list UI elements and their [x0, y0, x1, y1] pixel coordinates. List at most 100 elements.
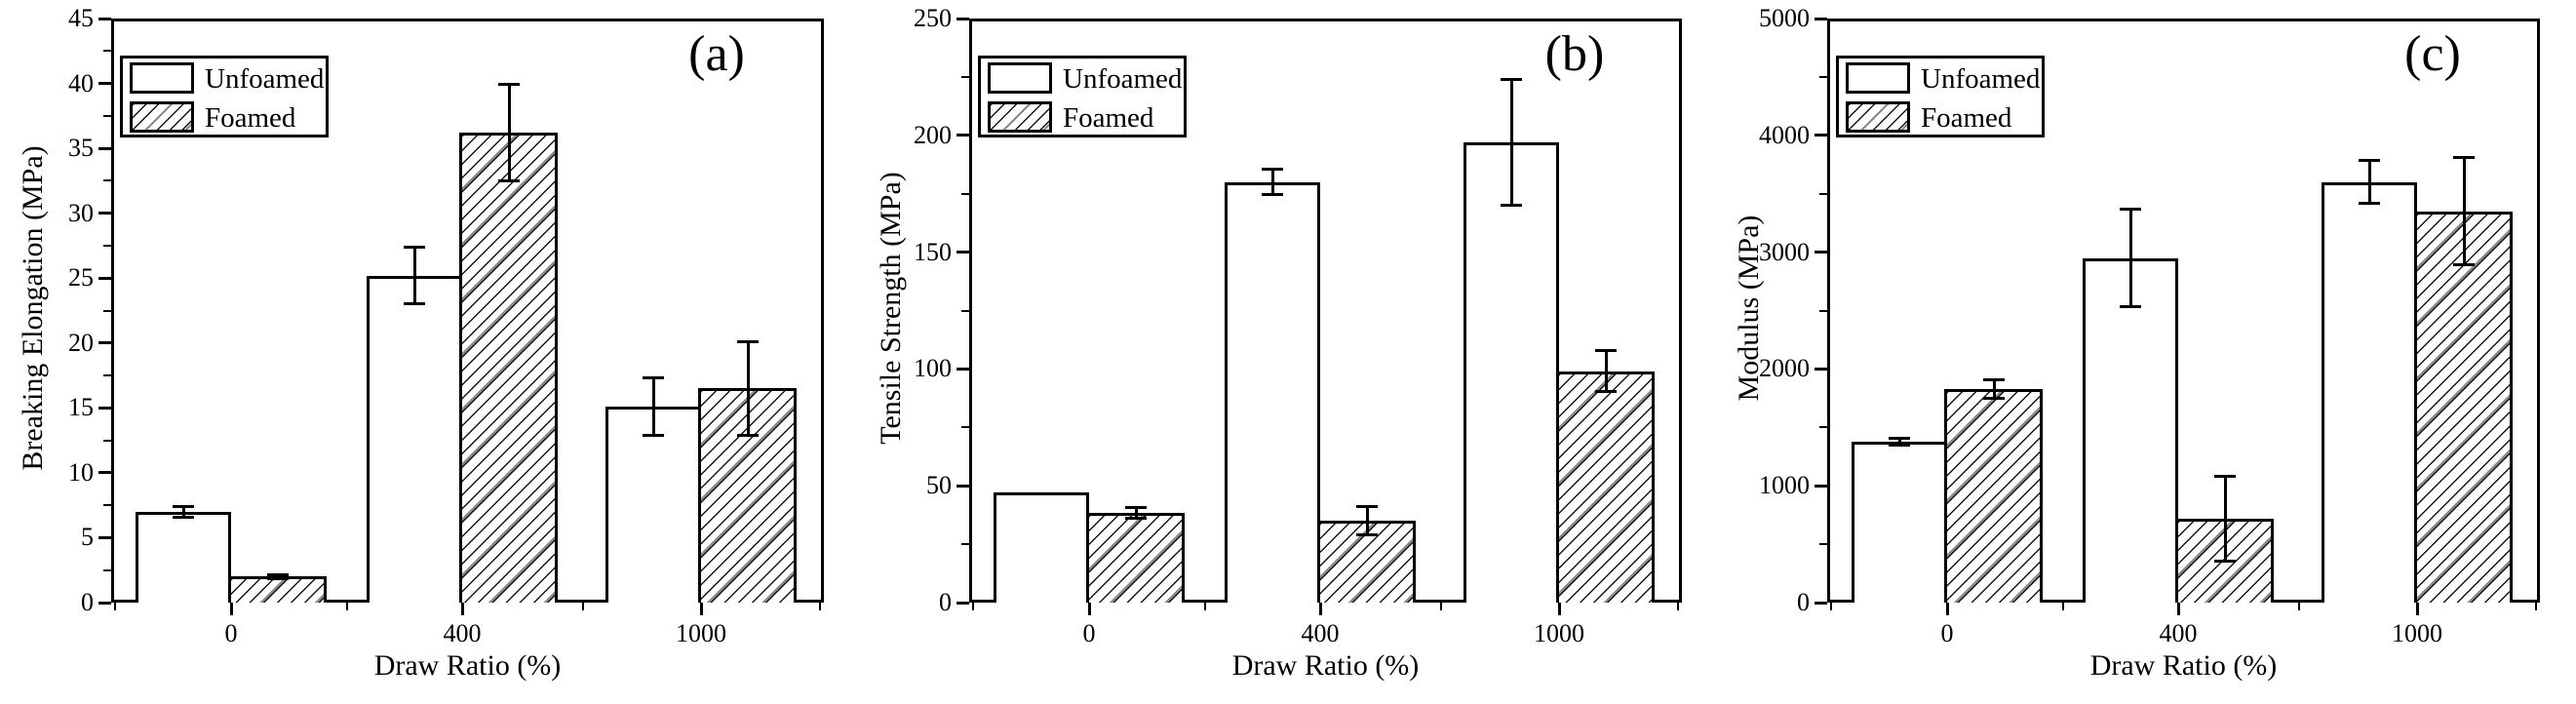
- y-axis-minor-tick: [103, 439, 111, 442]
- x-axis-tick-label: 400: [443, 619, 482, 647]
- y-axis-minor-tick: [1819, 543, 1827, 546]
- y-axis-minor-tick: [961, 426, 969, 429]
- y-axis-tick-label: 1000: [1759, 471, 1810, 500]
- error-bar-cap-bottom: [1983, 396, 2005, 400]
- error-bar-cap-bottom: [267, 576, 289, 580]
- y-axis-tick-label: 150: [914, 237, 952, 266]
- y-axis-title: Modulus (MPa): [1733, 215, 1765, 401]
- error-bar-cap-top: [1595, 349, 1617, 353]
- x-axis-minor-tick: [346, 603, 348, 610]
- legend-row: Unfoamed: [1839, 59, 2042, 98]
- y-axis-tick-label: 0: [939, 588, 952, 616]
- error-bar-cap-top: [2453, 156, 2475, 160]
- error-bar-whisker: [1270, 169, 1274, 195]
- legend-swatch-unfoamed: [130, 62, 194, 94]
- legend-row: Unfoamed: [981, 59, 1184, 98]
- panel-label: (c): [2404, 26, 2461, 82]
- legend-row: Unfoamed: [123, 59, 326, 98]
- y-axis-tick-label: 5000: [1759, 4, 1810, 32]
- error-bar-whisker: [412, 247, 416, 304]
- error-bar-whisker: [1897, 438, 1901, 446]
- y-axis-minor-tick: [103, 374, 111, 377]
- x-axis-major-tick: [460, 603, 464, 615]
- y-axis-tick-label: 20: [68, 328, 94, 357]
- error-bar-cap-bottom: [1889, 443, 1910, 447]
- legend-entry-label: Foamed: [205, 102, 296, 134]
- y-axis-major-tick: [956, 134, 969, 137]
- x-axis-tick-label: 0: [1940, 619, 1954, 647]
- y-axis-major-tick: [98, 341, 111, 345]
- error-bar-cap-top: [737, 339, 759, 343]
- x-axis-title: Draw Ratio (%): [2089, 649, 2278, 682]
- legend-row: Foamed: [1839, 98, 2042, 137]
- x-axis-tick-label: 0: [1082, 619, 1096, 647]
- bar-unfoamed: [1852, 441, 1947, 603]
- bar-foamed: [228, 576, 327, 603]
- y-axis-minor-tick: [961, 75, 969, 78]
- x-axis-title: Draw Ratio (%): [1231, 649, 1420, 682]
- y-axis-minor-tick: [961, 192, 969, 195]
- legend-swatch-unfoamed: [988, 62, 1052, 94]
- error-bar-whisker: [2128, 209, 2132, 307]
- y-axis-major-tick: [98, 406, 111, 410]
- y-axis-minor-tick: [1819, 75, 1827, 78]
- error-bar-cap-bottom: [2359, 202, 2380, 206]
- y-axis-major-tick: [98, 276, 111, 280]
- y-axis-minor-tick: [103, 568, 111, 571]
- error-bar-cap-bottom: [173, 515, 194, 519]
- bar-unfoamed: [367, 275, 462, 603]
- x-axis-major-tick: [699, 603, 703, 615]
- y-axis-tick-label: 45: [68, 4, 94, 32]
- bar-unfoamed: [1225, 181, 1320, 603]
- bar-foamed: [1944, 388, 2043, 603]
- bar-unfoamed: [2322, 181, 2417, 603]
- error-bar-cap-top: [643, 376, 664, 380]
- chart-panel-c: 0 1000 2000 3000 4000 5000 0 400 1000 Modulus (MP…: [1716, 0, 2576, 704]
- x-axis-tick-label: 1000: [676, 619, 726, 647]
- error-bar-whisker: [507, 84, 511, 181]
- x-axis-tick-label: 1000: [1534, 619, 1584, 647]
- error-bar-cap-bottom: [2214, 559, 2236, 563]
- error-bar-cap-bottom: [643, 433, 664, 437]
- legend-entry-label: Unfoamed: [205, 63, 325, 95]
- error-bar-whisker: [1509, 79, 1513, 206]
- error-bar-cap-top: [1262, 168, 1283, 172]
- error-bar-cap-top: [1356, 505, 1378, 509]
- y-axis-minor-tick: [1819, 192, 1827, 195]
- chart-panel-a: 0 5 10 15 20 25 30 35 40 45 0 400 1000 Breaking Elong…: [0, 0, 858, 704]
- y-axis-major-tick: [98, 212, 111, 215]
- y-axis-major-tick: [1815, 251, 1827, 254]
- y-axis-major-tick: [956, 367, 969, 371]
- y-axis-minor-tick: [103, 309, 111, 312]
- bar-foamed: [1556, 371, 1655, 603]
- y-axis-tick-label: 10: [68, 457, 94, 487]
- error-bar-cap-top: [1501, 77, 1522, 81]
- error-bar-whisker: [651, 377, 655, 436]
- y-axis-major-tick: [98, 82, 111, 86]
- x-axis-minor-tick: [1830, 603, 1832, 610]
- y-axis-tick-label: 100: [914, 354, 952, 383]
- y-axis-major-tick: [1815, 134, 1827, 137]
- x-axis-minor-tick: [1440, 603, 1442, 610]
- y-axis-minor-tick: [103, 504, 111, 507]
- legend-entry-label: Foamed: [1063, 102, 1154, 134]
- chart-panel-b: 0 50 100 150 200 250 0 400 1000 Tensile Strength …: [858, 0, 1716, 704]
- y-axis-minor-tick: [1819, 309, 1827, 312]
- y-axis-major-tick: [956, 251, 969, 254]
- x-axis-major-tick: [1945, 603, 1949, 615]
- error-bar-whisker: [2462, 157, 2466, 265]
- error-bar-cap-top: [1889, 436, 1910, 440]
- x-axis-minor-tick: [2062, 603, 2064, 610]
- x-axis-minor-tick: [114, 603, 116, 610]
- y-axis-tick-label: 2000: [1759, 354, 1810, 383]
- y-axis-major-tick: [1815, 601, 1827, 605]
- y-axis-title: Breaking Elongation (MPa): [17, 144, 49, 471]
- error-bar-cap-bottom: [2120, 305, 2141, 309]
- y-axis-major-tick: [98, 17, 111, 20]
- y-axis-tick-label: 40: [68, 68, 94, 98]
- error-bar-cap-bottom: [1356, 533, 1378, 537]
- y-axis-major-tick: [1815, 367, 1827, 371]
- error-bar-whisker: [1365, 506, 1369, 535]
- x-axis-major-tick: [229, 603, 233, 615]
